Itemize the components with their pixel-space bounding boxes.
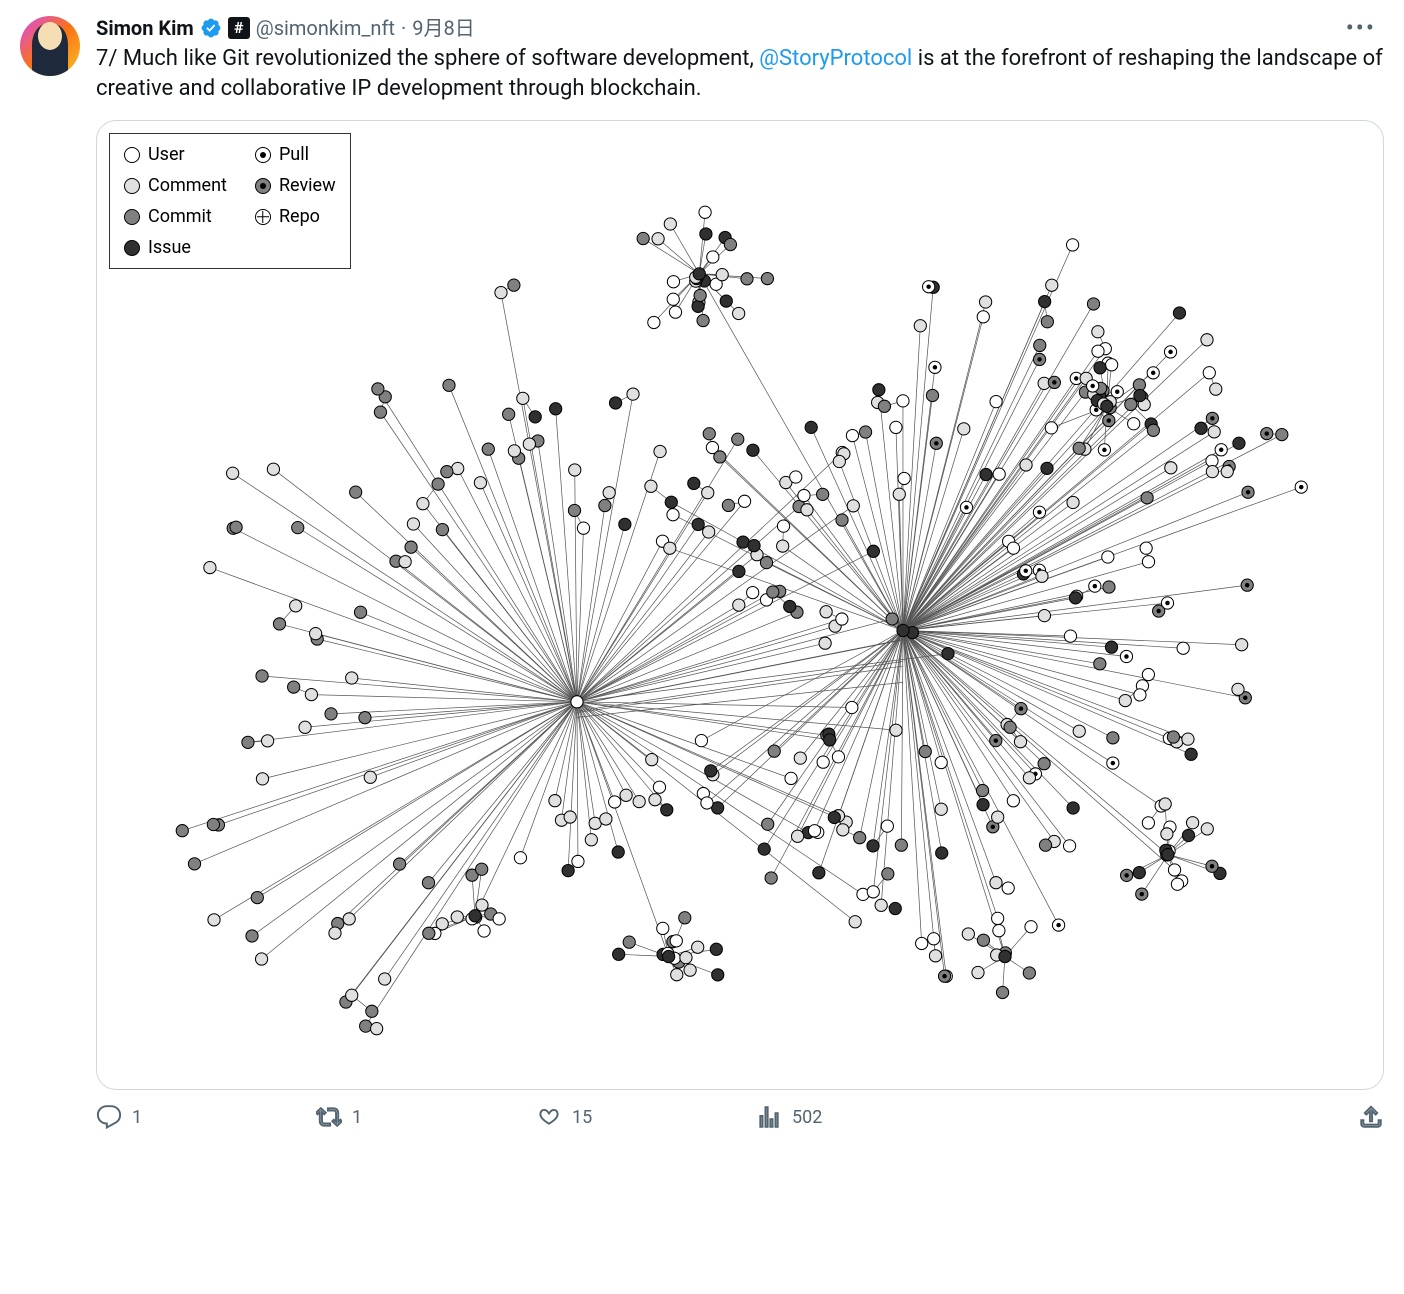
tweet-date[interactable]: 9月8日	[412, 16, 474, 40]
more-button[interactable]: •••	[1338, 16, 1384, 40]
legend-item: Comment	[124, 175, 227, 196]
hash-badge-icon: #	[228, 17, 250, 39]
network-legend: User Pull Comment Review Commit Repo Issue	[109, 133, 351, 269]
legend-item: Repo	[255, 206, 336, 227]
reply-count: 1	[132, 1107, 142, 1128]
view-count: 502	[792, 1107, 822, 1128]
media-card[interactable]: User Pull Comment Review Commit Repo Issue	[96, 120, 1384, 1090]
share-button[interactable]	[1358, 1104, 1384, 1130]
legend-item: Commit	[124, 206, 227, 227]
like-button[interactable]: 15	[536, 1104, 756, 1130]
display-name[interactable]: Simon Kim	[96, 16, 194, 40]
handle[interactable]: @simonkim_nft	[256, 16, 395, 40]
retweet-button[interactable]: 1	[316, 1104, 536, 1130]
legend-item: Issue	[124, 237, 227, 258]
tweet-header: Simon Kim # @simonkim_nft · 9月8日 •••	[96, 16, 1384, 40]
tweet-text-pre: 7/ Much like Git revolutionized the sphe…	[96, 46, 759, 71]
legend-item: Pull	[255, 144, 336, 165]
reply-button[interactable]: 1	[96, 1104, 316, 1130]
separator: ·	[401, 16, 406, 40]
tweet-content: Simon Kim # @simonkim_nft · 9月8日 ••• 7/ …	[96, 16, 1384, 1130]
verified-icon	[200, 17, 222, 39]
tweet-container: Simon Kim # @simonkim_nft · 9月8日 ••• 7/ …	[0, 0, 1404, 1146]
tweet-actions: 1 1 15 502	[96, 1090, 1384, 1130]
tweet-text: 7/ Much like Git revolutionized the sphe…	[96, 44, 1384, 104]
avatar[interactable]	[20, 16, 80, 76]
mention-link[interactable]: @StoryProtocol	[759, 46, 912, 71]
legend-item: Review	[255, 175, 336, 196]
retweet-count: 1	[352, 1107, 362, 1128]
views-button[interactable]: 502	[756, 1104, 976, 1130]
legend-item: User	[124, 144, 227, 165]
like-count: 15	[572, 1107, 592, 1128]
